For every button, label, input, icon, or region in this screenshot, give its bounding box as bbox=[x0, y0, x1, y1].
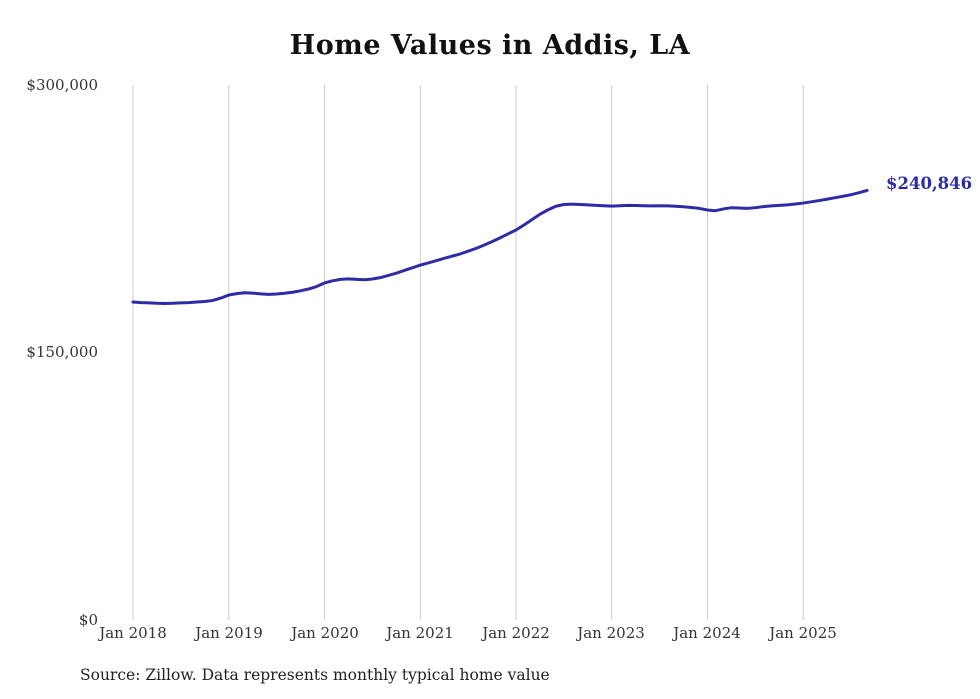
y-axis-tick-300000: $300,000 bbox=[26, 76, 98, 94]
x-axis-tick-jan-2018: Jan 2018 bbox=[99, 624, 167, 642]
x-axis-tick-jan-2025: Jan 2025 bbox=[769, 624, 837, 642]
x-axis-tick-jan-2020: Jan 2020 bbox=[291, 624, 359, 642]
x-axis-tick-jan-2023: Jan 2023 bbox=[577, 624, 645, 642]
y-axis-tick-0: $0 bbox=[78, 611, 98, 629]
home-value-line bbox=[131, 188, 869, 305]
x-axis-tick-jan-2024: Jan 2024 bbox=[673, 624, 741, 642]
source-attribution: Source: Zillow. Data represents monthly … bbox=[80, 666, 550, 684]
chart-title: Home Values in Addis, LA bbox=[289, 30, 691, 61]
latest-value-label: $240,846 bbox=[886, 174, 973, 193]
x-axis-tick-jan-2019: Jan 2019 bbox=[195, 624, 263, 642]
x-axis-tick-jan-2021: Jan 2021 bbox=[386, 624, 454, 642]
y-axis-tick-150000: $150,000 bbox=[26, 343, 98, 361]
x-axis-tick-jan-2022: Jan 2022 bbox=[482, 624, 550, 642]
